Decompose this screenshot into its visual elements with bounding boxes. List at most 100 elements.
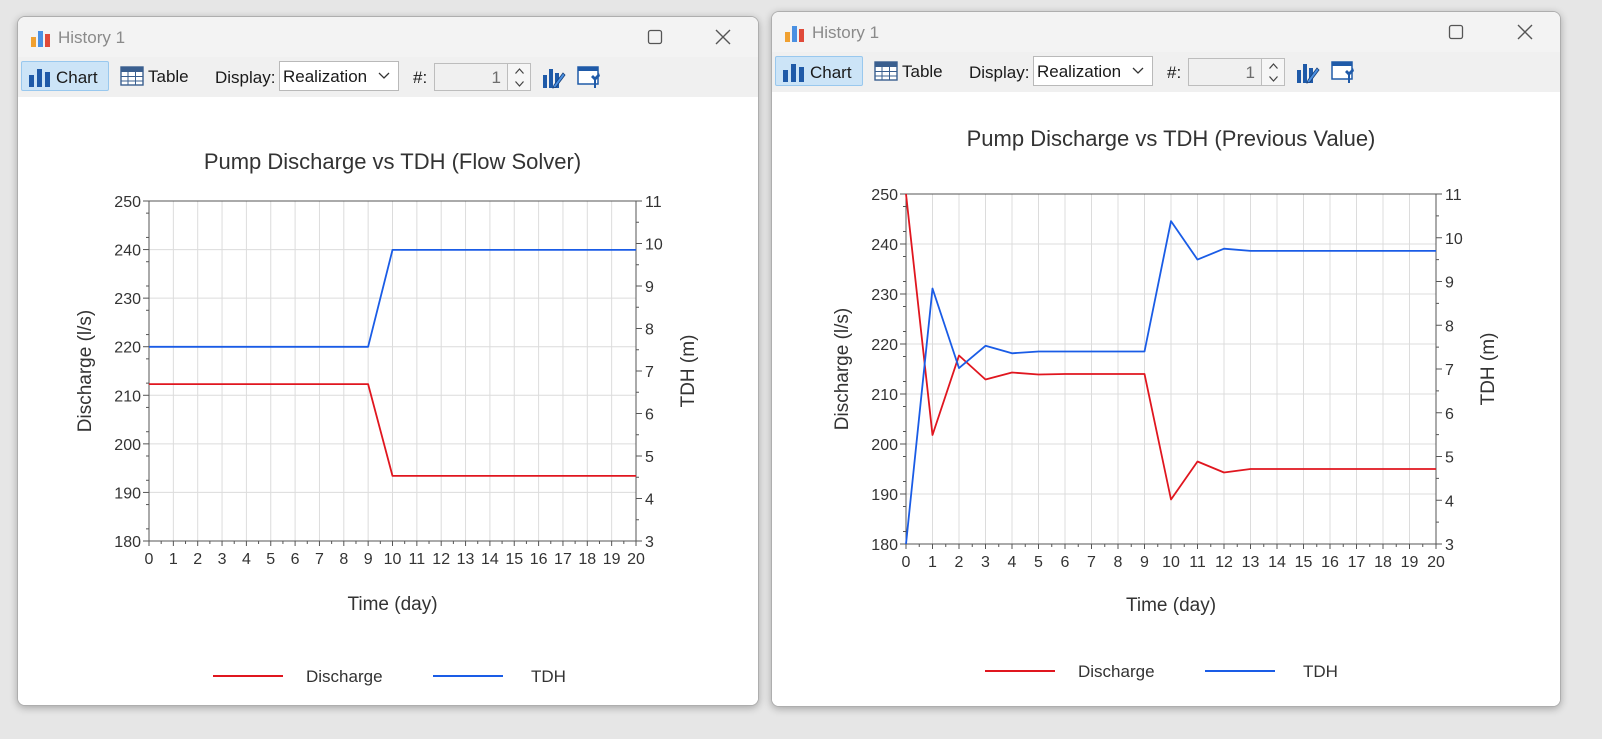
series-line-discharge xyxy=(905,193,1436,501)
realization-spinner[interactable] xyxy=(1261,58,1285,86)
legend-label-discharge: Discharge xyxy=(1078,662,1155,681)
display-label: Display: xyxy=(969,63,1030,82)
x-tick-label: 17 xyxy=(554,551,572,568)
y2-tick-label: 5 xyxy=(645,449,654,466)
y2-axis-label: TDH (m) xyxy=(1478,333,1499,406)
window-title: History 1 xyxy=(58,28,126,47)
x-tick-label: 4 xyxy=(1008,554,1017,571)
y2-tick-label: 5 xyxy=(1445,450,1454,467)
maximize-button[interactable] xyxy=(1433,16,1479,48)
display-select[interactable]: Realization xyxy=(279,61,399,91)
x-tick-label: 18 xyxy=(1374,554,1392,571)
spin-up-icon xyxy=(1269,63,1278,69)
chart-edit-icon xyxy=(543,69,566,89)
x-tick-label: 3 xyxy=(981,554,990,571)
x-tick-label: 13 xyxy=(457,551,475,568)
y-tick-label: 210 xyxy=(114,388,141,405)
x-tick-label: 10 xyxy=(384,551,402,568)
x-tick-label: 17 xyxy=(1348,554,1366,571)
y2-tick-label: 3 xyxy=(1445,537,1454,554)
minimize-button[interactable] xyxy=(558,21,604,53)
chart-view-button[interactable]: Chart xyxy=(21,61,109,91)
spin-down-button[interactable] xyxy=(1262,72,1284,85)
x-tick-label: 16 xyxy=(1321,554,1339,571)
chart-view-button[interactable]: Chart xyxy=(775,56,863,86)
legend-label-tdh: TDH xyxy=(1303,662,1338,681)
x-tick-label: 11 xyxy=(1189,554,1206,571)
spin-up-icon xyxy=(515,68,524,74)
spin-up-button[interactable] xyxy=(508,64,530,77)
y2-tick-label: 4 xyxy=(645,492,654,509)
y-tick-label: 220 xyxy=(114,340,141,357)
x-tick-label: 11 xyxy=(409,551,426,568)
y-tick-label: 190 xyxy=(871,487,898,504)
y2-tick-label: 6 xyxy=(1445,406,1454,423)
table-view-button[interactable]: Table xyxy=(868,56,948,86)
display-select-value: Realization xyxy=(283,67,368,86)
table-view-label: Table xyxy=(148,67,189,86)
x-tick-label: 5 xyxy=(1034,554,1043,571)
y2-tick-label: 11 xyxy=(645,194,662,211)
x-tick-label: 14 xyxy=(481,551,499,568)
chart-properties-button[interactable] xyxy=(540,63,568,91)
spin-down-button[interactable] xyxy=(508,77,530,90)
y2-tick-label: 8 xyxy=(1445,318,1454,335)
x-tick-label: 9 xyxy=(364,551,373,568)
table-view-button[interactable]: Table xyxy=(114,61,194,91)
minimize-button[interactable] xyxy=(1360,16,1406,48)
close-icon xyxy=(715,29,731,45)
chart-view-label: Chart xyxy=(56,68,98,87)
x-tick-label: 12 xyxy=(432,551,450,568)
close-icon xyxy=(1517,24,1533,40)
minimize-icon xyxy=(1376,31,1390,33)
x-tick-label: 20 xyxy=(1427,554,1445,571)
y2-tick-label: 7 xyxy=(645,364,654,381)
window-settings-button[interactable] xyxy=(1329,58,1357,86)
y-tick-label: 220 xyxy=(871,337,898,354)
realization-spinner[interactable] xyxy=(507,63,531,91)
display-select[interactable]: Realization xyxy=(1033,56,1153,86)
x-tick-label: 7 xyxy=(1087,554,1096,571)
x-tick-label: 18 xyxy=(578,551,596,568)
x-tick-label: 2 xyxy=(955,554,964,571)
bar-chart-icon xyxy=(783,64,804,82)
maximize-button[interactable] xyxy=(632,21,678,53)
x-tick-label: 3 xyxy=(218,551,227,568)
x-tick-label: 6 xyxy=(291,551,300,568)
x-tick-label: 0 xyxy=(902,554,911,571)
y2-tick-label: 11 xyxy=(1445,187,1462,204)
chart-view-label: Chart xyxy=(810,63,852,82)
chart-svg: Pump Discharge vs TDH (Previous Value)0 1… xyxy=(832,126,1499,681)
maximize-icon xyxy=(1448,24,1464,40)
y-tick-label: 190 xyxy=(114,485,141,502)
app-chart-icon xyxy=(785,26,804,42)
x-tick-label: 13 xyxy=(1242,554,1260,571)
title-bar[interactable]: History 1 xyxy=(772,12,1560,52)
y2-tick-label: 6 xyxy=(645,407,654,424)
toolbar: Chart Table Display: Realization #: 1 xyxy=(18,57,758,97)
table-icon xyxy=(874,61,898,81)
y-tick-label: 230 xyxy=(114,291,141,308)
chart-title: Pump Discharge vs TDH (Flow Solver) xyxy=(204,149,581,174)
x-tick-label: 10 xyxy=(1162,554,1180,571)
close-button[interactable] xyxy=(1502,16,1548,48)
y2-tick-label: 7 xyxy=(1445,362,1454,379)
y-tick-label: 200 xyxy=(871,437,898,454)
number-label: #: xyxy=(413,68,428,87)
realization-number-input[interactable]: 1 xyxy=(1188,58,1262,86)
x-tick-label: 12 xyxy=(1215,554,1233,571)
x-tick-label: 7 xyxy=(315,551,324,568)
history-window-1: History 1 Chart xyxy=(17,16,759,706)
x-tick-label: 16 xyxy=(530,551,548,568)
chevron-down-icon xyxy=(1132,67,1144,74)
close-button[interactable] xyxy=(700,21,746,53)
y-tick-label: 180 xyxy=(871,537,898,554)
plot-frame xyxy=(905,193,1437,545)
window-settings-button[interactable] xyxy=(575,63,603,91)
x-tick-label: 1 xyxy=(928,554,937,571)
chart-properties-button[interactable] xyxy=(1294,58,1322,86)
realization-number-input[interactable]: 1 xyxy=(434,63,508,91)
table-view-label: Table xyxy=(902,62,943,81)
spin-up-button[interactable] xyxy=(1262,59,1284,72)
title-bar[interactable]: History 1 xyxy=(18,17,758,57)
